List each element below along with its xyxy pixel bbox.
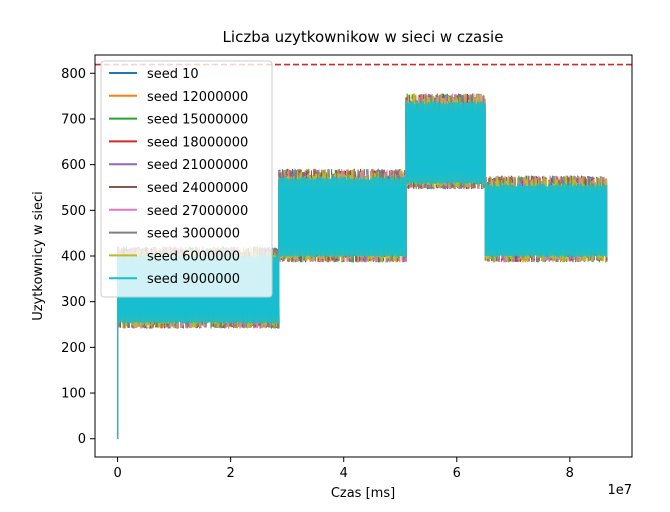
legend-label: seed 10 bbox=[147, 67, 199, 82]
y-tick-label: 0 bbox=[78, 432, 86, 447]
x-tick-label: 6 bbox=[453, 466, 461, 481]
x-tick-label: 0 bbox=[113, 466, 121, 481]
legend-label: seed 3000000 bbox=[147, 227, 240, 242]
y-tick-label: 200 bbox=[61, 341, 86, 356]
legend-label: seed 9000000 bbox=[147, 272, 240, 287]
x-tick-label: 8 bbox=[566, 466, 574, 481]
legend-label: seed 15000000 bbox=[147, 113, 248, 128]
legend: seed 10 seed 12000000 seed 15000000 seed 18… bbox=[100, 60, 273, 298]
legend-box bbox=[100, 60, 273, 298]
x-offset-label: 1e7 bbox=[607, 483, 632, 498]
legend-label: seed 24000000 bbox=[147, 181, 248, 196]
x-axis: 0 2 4 6 8 bbox=[113, 457, 574, 481]
legend-label: seed 6000000 bbox=[147, 249, 240, 264]
y-tick-label: 700 bbox=[61, 112, 86, 127]
y-tick-label: 800 bbox=[61, 67, 86, 82]
x-tick-label: 4 bbox=[340, 466, 348, 481]
legend-label: seed 18000000 bbox=[147, 135, 248, 150]
x-tick-label: 2 bbox=[227, 466, 235, 481]
y-axis: 0 100 200 300 400 500 600 700 800 bbox=[61, 67, 95, 447]
chart-title: Liczba uzytkownikow w sieci w czasie bbox=[223, 28, 504, 46]
legend-label: seed 21000000 bbox=[147, 158, 248, 173]
y-tick-label: 300 bbox=[61, 295, 86, 310]
y-tick-label: 500 bbox=[61, 204, 86, 219]
x-axis-label: Czas [ms] bbox=[331, 486, 395, 501]
y-tick-label: 600 bbox=[61, 158, 86, 173]
y-axis-label: Uzytkownicy w sieci bbox=[31, 191, 46, 321]
legend-label: seed 27000000 bbox=[147, 204, 248, 219]
legend-label: seed 12000000 bbox=[147, 90, 248, 105]
y-tick-label: 100 bbox=[61, 387, 86, 402]
y-tick-label: 400 bbox=[61, 250, 86, 265]
